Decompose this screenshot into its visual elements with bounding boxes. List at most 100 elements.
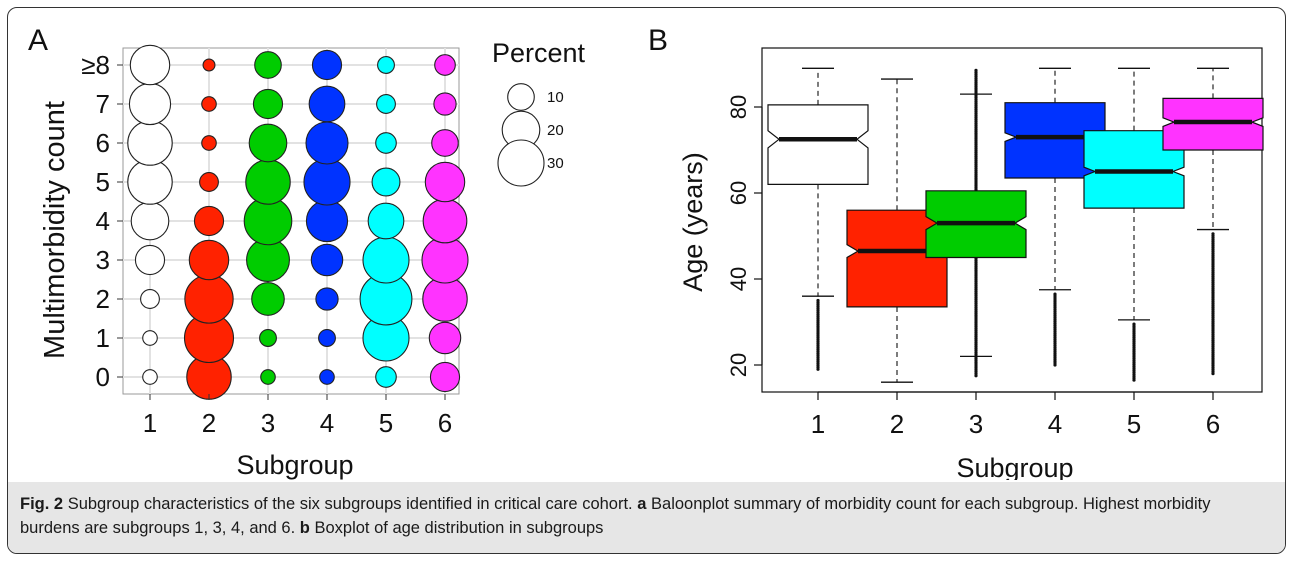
balloon-sg4-count-7: [308, 85, 346, 123]
figure-canvas: A 0 1 2 3 4 5 6 7 ≥8 1 2 3 4 5 6 Subgroup Multimorbid…: [28, 24, 1264, 480]
balloon-sg2-count-6: [201, 135, 217, 151]
panel-b-x-axis: 1 2 3 4 5 6: [811, 391, 1220, 439]
balloon-sg6-count-7: [433, 92, 457, 116]
outlier-point: [816, 298, 820, 303]
balloon-sg3-count-8: [254, 51, 282, 79]
balloon-sg4-count-4: [305, 199, 349, 243]
balloon-sg3-count-7: [252, 88, 284, 120]
balloon-sg1-count-8: [129, 44, 171, 86]
panel-a-x-axis-label: Subgroup: [236, 450, 353, 480]
balloon-sg1-count-3: [134, 244, 166, 276]
y-tick-label: 40: [726, 267, 751, 291]
panel-a-y-tick-labels: 0 1 2 3 4 5 6 7 ≥8: [81, 50, 123, 392]
box-subgroup-5-outliers: [1132, 322, 1136, 382]
box-subgroup-6-outliers: [1211, 232, 1215, 376]
legend-label-10: 10: [547, 89, 564, 106]
x-tick-label: 6: [1206, 409, 1220, 439]
y-tick-label: 5: [96, 167, 110, 197]
balloon-sg4-count-3: [310, 243, 344, 277]
balloon-sg4-count-8: [311, 49, 343, 81]
x-tick-label: 3: [969, 409, 983, 439]
y-tick-label: 80: [726, 95, 751, 119]
balloon-sg4-count-2: [315, 287, 339, 311]
y-tick-label: 20: [726, 353, 751, 377]
balloon-sg2-count-5: [199, 172, 219, 192]
balloon-sg1-count-2: [140, 289, 160, 309]
balloon-sg4-count-6: [305, 121, 349, 165]
balloon-sg6-count-8: [434, 54, 456, 76]
panel-b-label: B: [648, 24, 668, 57]
figure-caption: Fig. 2 Subgroup characteristics of the s…: [20, 492, 1270, 540]
panel-a-x-tick-labels: 1 2 3 4 5 6: [143, 394, 452, 438]
y-tick-label: 6: [96, 128, 110, 158]
legend-title: Percent: [492, 38, 586, 68]
balloon-sg4-count-0: [319, 369, 335, 385]
x-tick-label: 6: [438, 408, 452, 438]
balloon-sg5-count-6: [375, 132, 397, 154]
balloon-sg6-count-1: [428, 321, 462, 355]
balloon-sg3-count-2: [251, 282, 285, 316]
panel-a-label: A: [28, 24, 48, 57]
panel-a-balloonplot: A 0 1 2 3 4 5 6 7 ≥8 1 2 3 4 5 6 Subgroup Multimorbid…: [28, 24, 586, 480]
x-tick-label: 1: [811, 409, 825, 439]
balloon-sg6-count-0: [429, 361, 461, 393]
balloon-sg2-count-2: [184, 274, 234, 324]
balloon-sg5-count-7: [376, 94, 396, 114]
box-subgroup-1: [767, 104, 869, 185]
legend-circle-10: [507, 83, 535, 111]
y-tick-label: 1: [96, 323, 110, 353]
y-tick-label: 4: [96, 206, 110, 236]
box-subgroup-2: [846, 209, 948, 308]
x-tick-label: 2: [202, 408, 216, 438]
balloon-sg3-count-0: [260, 369, 276, 385]
balloon-sg1-count-7: [128, 82, 172, 126]
x-tick-label: 5: [379, 408, 393, 438]
balloon-sg5-count-3: [362, 236, 410, 284]
balloon-sg6-count-6: [431, 129, 459, 157]
caption-a-label: a: [637, 495, 647, 513]
x-tick-label: 4: [320, 408, 334, 438]
panel-b-boxes: [767, 67, 1264, 383]
balloon-sg3-count-6: [248, 123, 288, 163]
balloon-sg5-count-4: [367, 202, 405, 240]
balloon-sg1-count-0: [142, 369, 158, 385]
balloon-sg4-count-1: [318, 329, 336, 347]
outlier-point: [974, 68, 978, 72]
caption-label: Fig. 2: [20, 495, 64, 513]
balloon-sg6-count-5: [424, 161, 466, 203]
panel-a-y-axis-label: Multimorbidity count: [39, 101, 71, 359]
y-tick-label: 3: [96, 245, 110, 275]
y-tick-label: 60: [726, 181, 751, 205]
balloon-sg2-count-7: [201, 96, 217, 112]
x-tick-label: 3: [261, 408, 275, 438]
balloon-sg3-count-5: [245, 159, 291, 205]
panel-b-y-axis-label: Age (years): [678, 152, 708, 292]
x-tick-label: 5: [1127, 409, 1141, 439]
balloon-sg2-count-8: [202, 58, 216, 72]
x-tick-label: 4: [1048, 409, 1062, 439]
balloon-sg5-count-8: [377, 56, 395, 74]
balloon-sg1-count-4: [130, 201, 170, 241]
balloon-sg1-count-5: [127, 159, 173, 205]
legend-label-20: 20: [547, 122, 564, 139]
balloon-sg1-count-1: [142, 330, 158, 346]
panel-b-y-axis: 20 40 60 80: [726, 95, 763, 377]
y-tick-label: 7: [96, 89, 110, 119]
caption-text: Subgroup characteristics of the six subg…: [67, 495, 633, 513]
caption-a-text: Baloonplot summary of morbidity count fo…: [20, 495, 1211, 537]
legend-circle-30: [497, 139, 545, 187]
box-subgroup-4-outliers: [1053, 292, 1057, 367]
y-tick-label: 2: [96, 284, 110, 314]
panel-b-boxplot: B 20 40 60 80 1 2 3 4 5 6 Subgroup Age (years): [648, 24, 1264, 480]
caption-b-label: b: [299, 519, 310, 537]
panel-a-bubbles: [127, 44, 469, 400]
y-tick-label: 0: [96, 362, 110, 392]
panel-a-legend: Percent 10 20 30: [492, 38, 586, 187]
balloon-sg4-count-5: [303, 158, 351, 206]
balloon-sg5-count-5: [371, 167, 401, 197]
outlier-point: [1211, 232, 1215, 236]
outlier-point: [1132, 322, 1136, 326]
outlier-point: [1053, 292, 1057, 296]
balloon-sg3-count-1: [259, 329, 277, 347]
balloon-sg6-count-3: [421, 236, 469, 284]
